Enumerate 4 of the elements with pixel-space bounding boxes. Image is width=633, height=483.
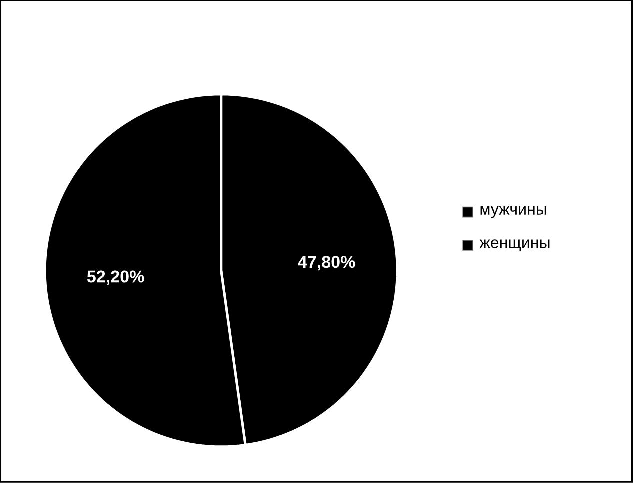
data-label: 47,80% bbox=[298, 256, 356, 271]
legend-label: мужчины bbox=[480, 206, 546, 218]
data-label: 52,20% bbox=[87, 270, 144, 286]
legend-label: женщины bbox=[480, 240, 550, 252]
